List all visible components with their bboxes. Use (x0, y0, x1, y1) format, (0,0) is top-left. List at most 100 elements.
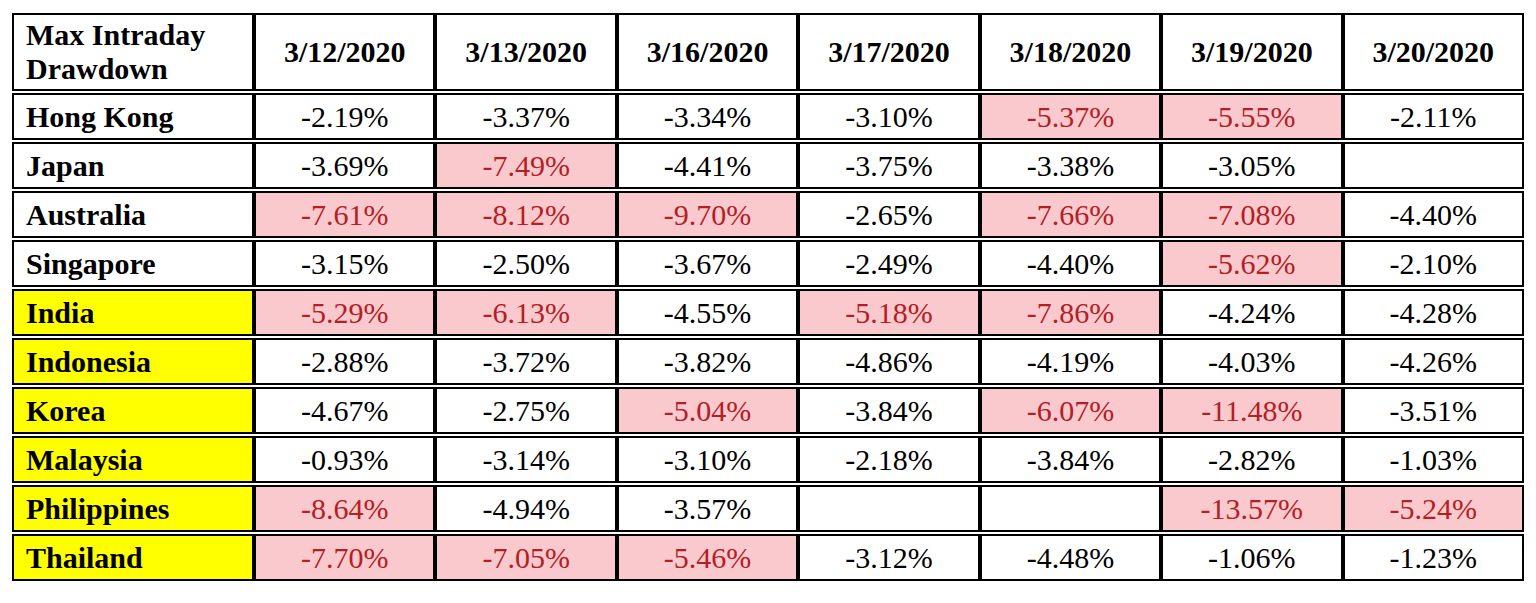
drawdown-value-cell: -2.88% (254, 338, 435, 385)
country-cell: Malaysia (12, 436, 254, 483)
table-row: Thailand-7.70%-7.05%-5.46%-3.12%-4.48%-1… (12, 534, 1524, 581)
drawdown-value-cell: -4.26% (1343, 338, 1524, 385)
drawdown-value-cell: -3.51% (1343, 387, 1524, 434)
drawdown-value-cell: -2.75% (435, 387, 616, 434)
drawdown-value-cell: -3.57% (617, 485, 798, 532)
drawdown-value-cell (980, 485, 1161, 532)
country-cell: Hong Kong (12, 93, 254, 140)
drawdown-value-cell: -5.29% (254, 289, 435, 336)
drawdown-value-cell: -3.15% (254, 240, 435, 287)
table-title-line-2: Drawdown (26, 52, 252, 87)
country-cell: Philippines (12, 485, 254, 532)
drawdown-value-cell: -5.62% (1161, 240, 1342, 287)
drawdown-value-cell: -3.69% (254, 142, 435, 189)
drawdown-value-cell: -7.86% (980, 289, 1161, 336)
drawdown-value-cell: -8.12% (435, 191, 616, 238)
drawdown-value-cell: -2.18% (798, 436, 979, 483)
country-cell: Thailand (12, 534, 254, 581)
drawdown-value-cell: -4.24% (1161, 289, 1342, 336)
drawdown-value-cell: -9.70% (617, 191, 798, 238)
column-header-date: 3/12/2020 (254, 13, 435, 91)
drawdown-value-cell: -4.19% (980, 338, 1161, 385)
drawdown-value-cell: -7.66% (980, 191, 1161, 238)
drawdown-value-cell: -3.12% (798, 534, 979, 581)
column-header-date: 3/16/2020 (617, 13, 798, 91)
country-cell: Australia (12, 191, 254, 238)
drawdown-value-cell: -3.37% (435, 93, 616, 140)
drawdown-value-cell: -2.49% (798, 240, 979, 287)
table-row: Japan-3.69%-7.49%-4.41%-3.75%-3.38%-3.05… (12, 142, 1524, 189)
drawdown-value-cell: -4.03% (1161, 338, 1342, 385)
column-header-date: 3/19/2020 (1161, 13, 1342, 91)
drawdown-value-cell: -4.40% (1343, 191, 1524, 238)
table-row: Malaysia-0.93%-3.14%-3.10%-2.18%-3.84%-2… (12, 436, 1524, 483)
column-header-date: 3/18/2020 (980, 13, 1161, 91)
drawdown-value-cell: -11.48% (1161, 387, 1342, 434)
column-header-date: 3/17/2020 (798, 13, 979, 91)
drawdown-value-cell: -5.04% (617, 387, 798, 434)
table-title-cell: Max Intraday Drawdown (12, 13, 254, 91)
country-cell: Japan (12, 142, 254, 189)
drawdown-value-cell: -3.84% (980, 436, 1161, 483)
drawdown-value-cell: -3.72% (435, 338, 616, 385)
drawdown-value-cell: -13.57% (1161, 485, 1342, 532)
drawdown-value-cell: -7.70% (254, 534, 435, 581)
drawdown-value-cell: -3.38% (980, 142, 1161, 189)
drawdown-value-cell: -3.34% (617, 93, 798, 140)
drawdown-value-cell: -4.28% (1343, 289, 1524, 336)
table-body: Hong Kong-2.19%-3.37%-3.34%-3.10%-5.37%-… (12, 93, 1524, 581)
drawdown-value-cell: -5.37% (980, 93, 1161, 140)
table-row: Hong Kong-2.19%-3.37%-3.34%-3.10%-5.37%-… (12, 93, 1524, 140)
drawdown-value-cell: -4.86% (798, 338, 979, 385)
country-cell: Korea (12, 387, 254, 434)
drawdown-value-cell: -7.08% (1161, 191, 1342, 238)
drawdown-value-cell: -3.82% (617, 338, 798, 385)
table-title-line-1: Max Intraday (26, 18, 252, 53)
drawdown-value-cell: -5.46% (617, 534, 798, 581)
drawdown-value-cell: -1.06% (1161, 534, 1342, 581)
drawdown-value-cell: -5.55% (1161, 93, 1342, 140)
drawdown-value-cell: -7.61% (254, 191, 435, 238)
drawdown-value-cell: -8.64% (254, 485, 435, 532)
drawdown-value-cell: -2.11% (1343, 93, 1524, 140)
drawdown-value-cell: -4.55% (617, 289, 798, 336)
drawdown-value-cell: -6.07% (980, 387, 1161, 434)
drawdown-value-cell: -3.67% (617, 240, 798, 287)
table-row: Singapore-3.15%-2.50%-3.67%-2.49%-4.40%-… (12, 240, 1524, 287)
max-intraday-drawdown-table: Max Intraday Drawdown 3/12/20203/13/2020… (12, 11, 1524, 583)
drawdown-value-cell: -6.13% (435, 289, 616, 336)
drawdown-value-cell: -7.49% (435, 142, 616, 189)
drawdown-value-cell: -3.75% (798, 142, 979, 189)
country-cell: Singapore (12, 240, 254, 287)
drawdown-value-cell: -4.94% (435, 485, 616, 532)
country-cell: India (12, 289, 254, 336)
header-row: Max Intraday Drawdown 3/12/20203/13/2020… (12, 13, 1524, 91)
table-row: Indonesia-2.88%-3.72%-3.82%-4.86%-4.19%-… (12, 338, 1524, 385)
table-row: Philippines-8.64%-4.94%-3.57% -13.57%-5.2… (12, 485, 1524, 532)
drawdown-value-cell: -3.10% (798, 93, 979, 140)
drawdown-value-cell: -2.19% (254, 93, 435, 140)
column-header-date: 3/13/2020 (435, 13, 616, 91)
drawdown-value-cell: -2.82% (1161, 436, 1342, 483)
table-row: Korea-4.67%-2.75%-5.04%-3.84%-6.07%-11.4… (12, 387, 1524, 434)
drawdown-value-cell: -1.23% (1343, 534, 1524, 581)
drawdown-value-cell: -7.05% (435, 534, 616, 581)
drawdown-value-cell: -4.40% (980, 240, 1161, 287)
drawdown-value-cell: -2.10% (1343, 240, 1524, 287)
drawdown-value-cell (1343, 142, 1524, 189)
drawdown-value-cell: -1.03% (1343, 436, 1524, 483)
drawdown-value-cell (798, 485, 979, 532)
table-row: India-5.29%-6.13%-4.55%-5.18%-7.86%-4.24… (12, 289, 1524, 336)
drawdown-value-cell: -3.14% (435, 436, 616, 483)
drawdown-value-cell: -4.48% (980, 534, 1161, 581)
drawdown-value-cell: -5.24% (1343, 485, 1524, 532)
country-cell: Indonesia (12, 338, 254, 385)
drawdown-value-cell: -4.67% (254, 387, 435, 434)
drawdown-value-cell: -3.05% (1161, 142, 1342, 189)
drawdown-value-cell: -4.41% (617, 142, 798, 189)
drawdown-value-cell: -2.50% (435, 240, 616, 287)
drawdown-value-cell: -2.65% (798, 191, 979, 238)
drawdown-value-cell: -3.84% (798, 387, 979, 434)
table-row: Australia-7.61%-8.12%-9.70%-2.65%-7.66%-… (12, 191, 1524, 238)
column-header-date: 3/20/2020 (1343, 13, 1524, 91)
